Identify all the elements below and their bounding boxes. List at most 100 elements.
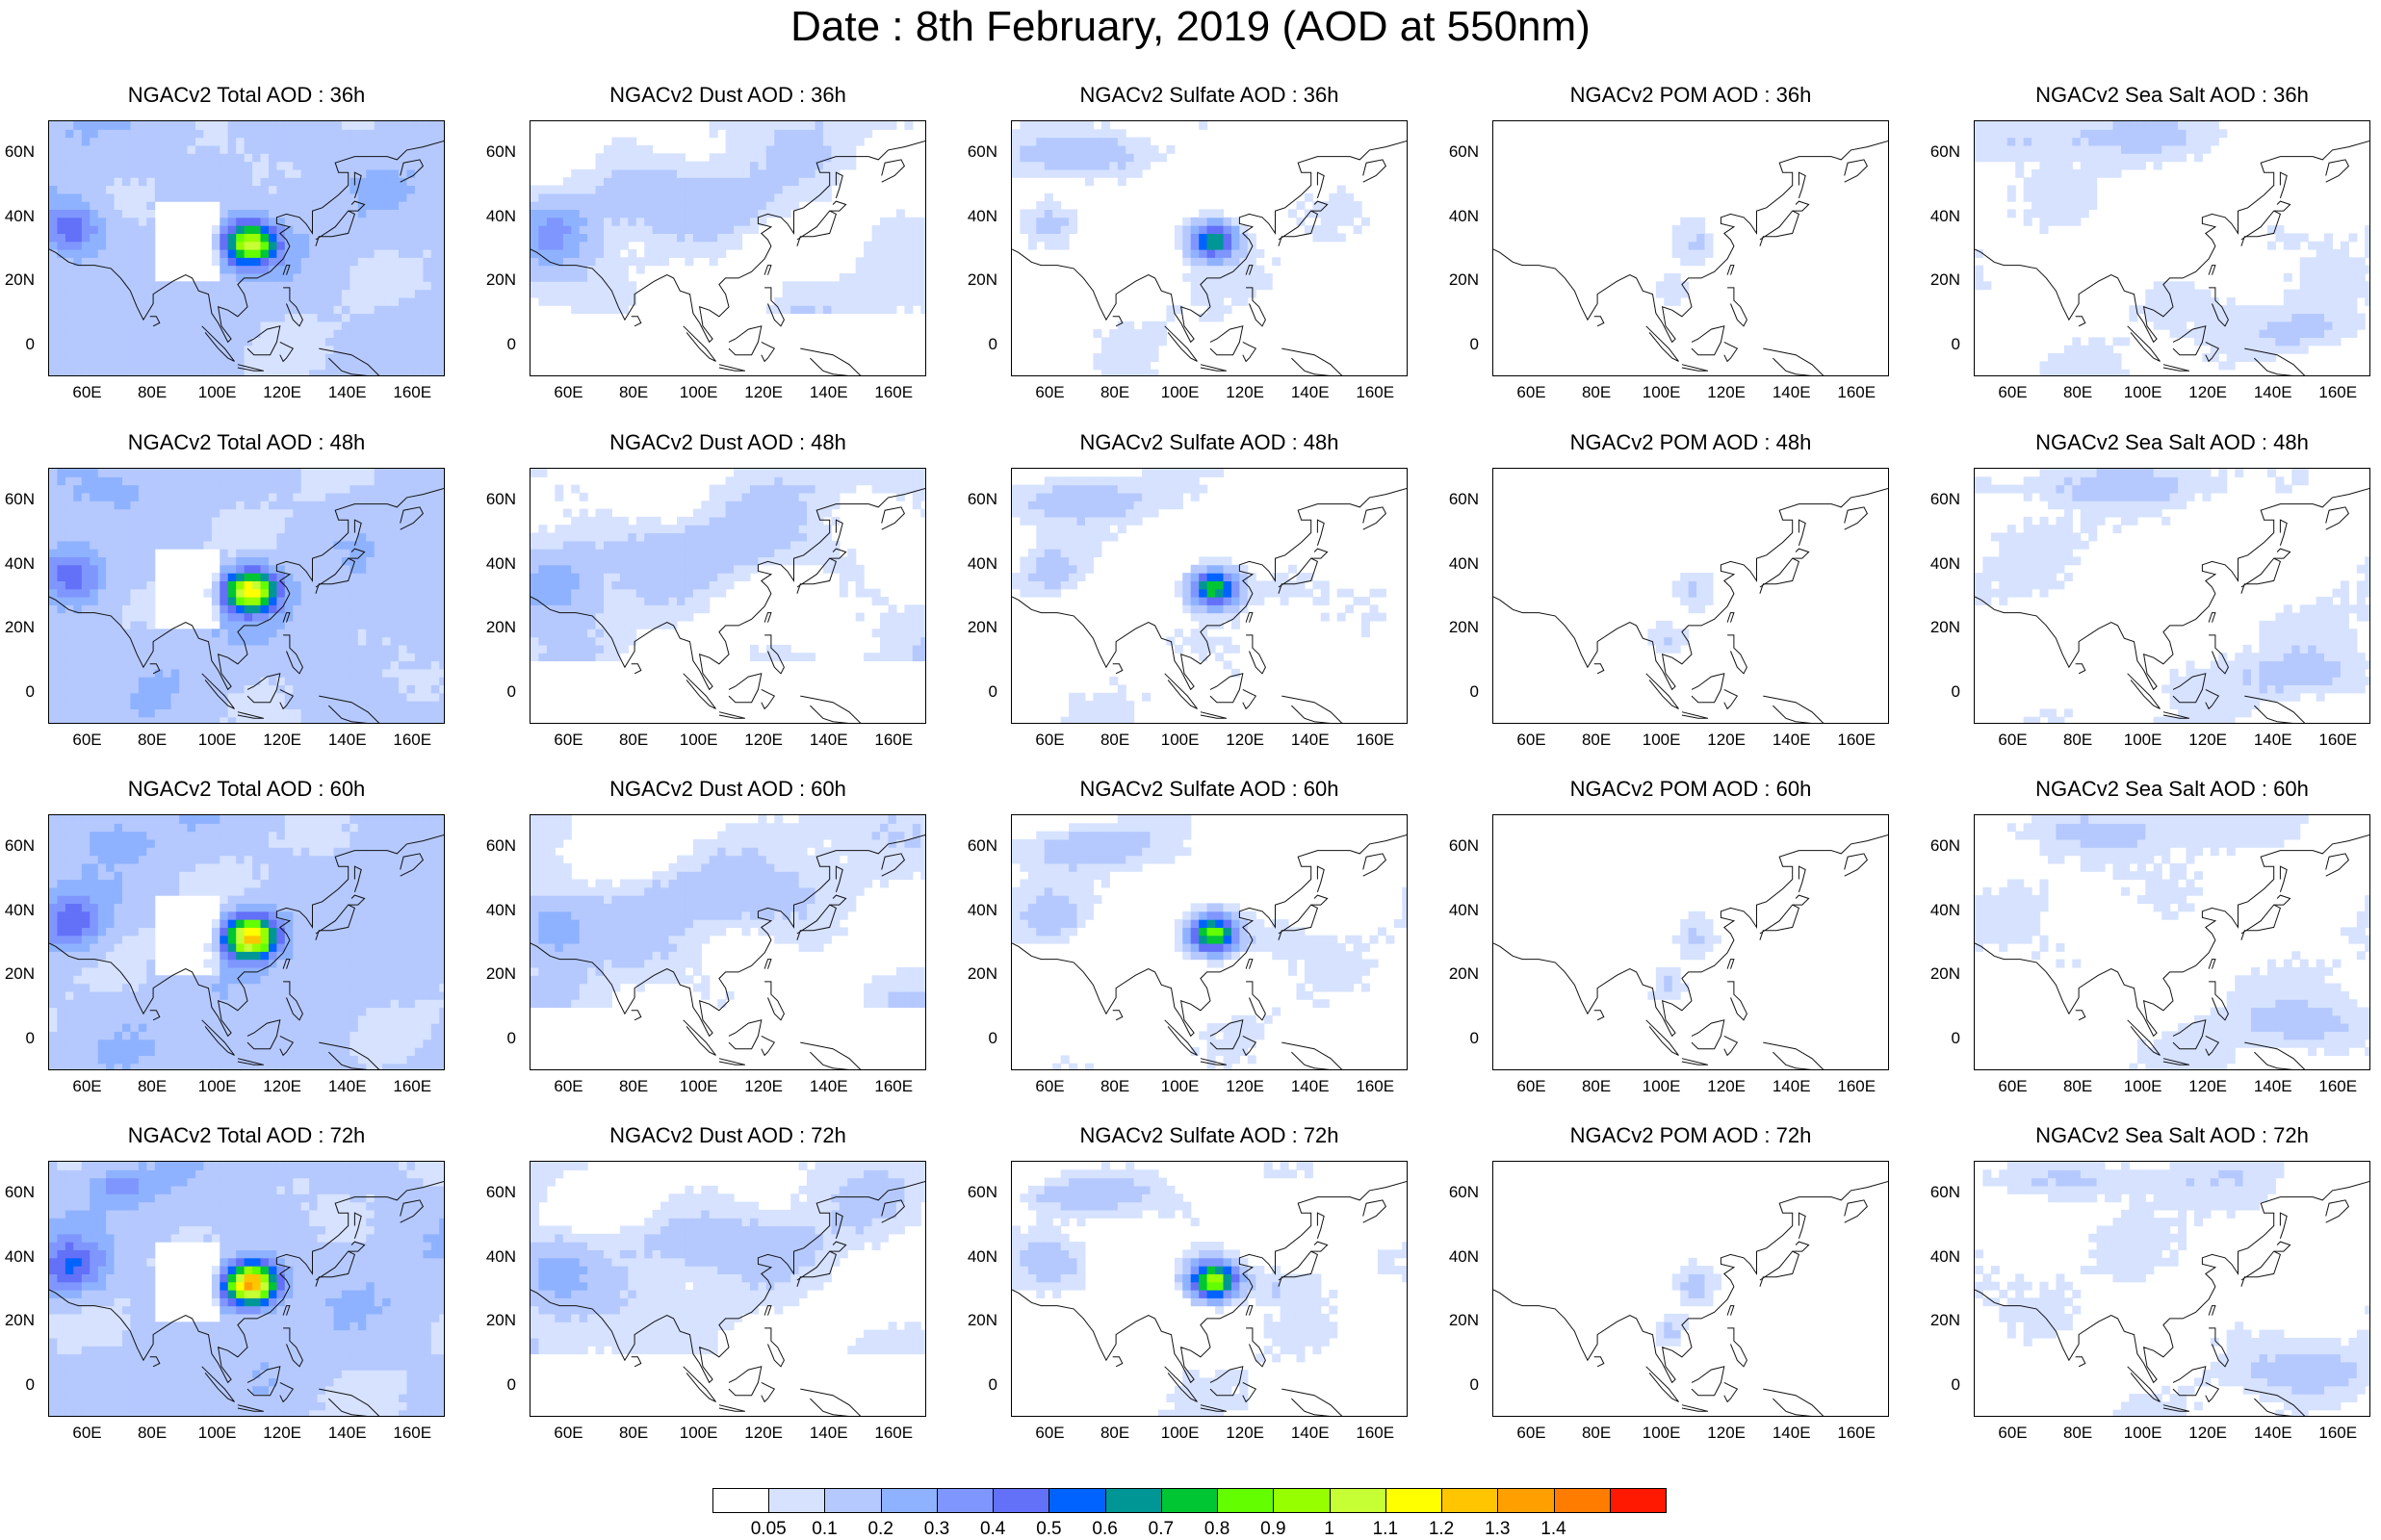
aod-cell: [228, 169, 237, 178]
aod-cell: [580, 533, 588, 542]
aod-cell: [2032, 193, 2040, 202]
aod-cell: [366, 493, 375, 501]
aod-cell: [399, 249, 407, 258]
aod-cell: [179, 645, 188, 654]
aod-cell: [382, 121, 391, 130]
aod-cell: [90, 556, 98, 565]
aod-cell: [98, 225, 107, 234]
aod-cell: [407, 589, 416, 598]
aod-cell: [115, 493, 123, 501]
aod-cell: [2056, 169, 2064, 178]
aod-cell: [439, 186, 445, 194]
aod-cell: [261, 541, 270, 550]
aod-cell: [563, 533, 572, 542]
aod-cell: [188, 701, 196, 709]
aod-cell: [726, 138, 735, 146]
aod-cell: [710, 177, 718, 186]
aod-cell: [547, 281, 556, 290]
aod-cell: [57, 533, 65, 542]
aod-cell: [146, 138, 155, 146]
aod-cell: [301, 669, 310, 678]
aod-cell: [717, 209, 726, 218]
aod-cell: [309, 580, 318, 589]
aod-cell: [115, 273, 123, 282]
aod-cell: [799, 290, 808, 298]
aod-cell: [407, 314, 416, 322]
aod-cell: [423, 353, 431, 362]
aod-cell: [596, 556, 605, 565]
coastline: [1793, 201, 1809, 211]
aod-cell: [171, 517, 180, 526]
aod-cell: [245, 257, 253, 266]
aod-cell: [431, 218, 440, 226]
aod-cell: [245, 121, 253, 130]
aod-cell: [2300, 314, 2309, 322]
aod-cell: [342, 525, 350, 533]
aod-cell: [399, 485, 407, 494]
aod-cell: [587, 589, 596, 598]
aod-cell: [90, 361, 98, 370]
aod-cell: [423, 525, 431, 533]
aod-cell: [555, 193, 563, 202]
aod-cell: [596, 589, 605, 598]
aod-cell: [65, 329, 74, 338]
aod-cell: [1696, 249, 1705, 258]
aod-cell: [880, 249, 889, 258]
aod-cell: [366, 353, 375, 362]
aod-cell: [276, 525, 285, 533]
aod-cell: [669, 218, 678, 226]
aod-cell: [309, 493, 318, 501]
aod-cell: [49, 225, 58, 234]
aod-cell: [57, 273, 65, 282]
coastline: [1594, 317, 1604, 326]
aod-cell: [538, 469, 547, 477]
aod-cell: [382, 476, 391, 485]
aod-cell: [309, 201, 318, 210]
aod-cell: [2365, 297, 2370, 306]
aod-cell: [115, 162, 123, 170]
aod-cell: [155, 138, 164, 146]
aod-cell: [2316, 305, 2325, 314]
aod-cell: [758, 129, 766, 138]
aod-cell: [1142, 361, 1151, 370]
aod-cell: [261, 580, 270, 589]
aod-cell: [799, 193, 808, 202]
aod-cell: [758, 201, 766, 210]
aod-cell: [391, 549, 400, 557]
aod-cell: [587, 177, 596, 186]
aod-cell: [98, 305, 107, 314]
aod-cell: [2267, 321, 2276, 330]
aod-cell: [171, 290, 180, 298]
aod-cell: [358, 169, 367, 178]
aod-cell: [382, 346, 391, 354]
aod-cell: [571, 201, 580, 210]
aod-cell: [82, 621, 91, 629]
aod-cell: [203, 138, 212, 146]
aod-cell: [2284, 273, 2292, 282]
aod-cell: [220, 533, 228, 542]
aod-cell: [1224, 218, 1232, 226]
panel-title: NGACv2 POM AOD : 36h: [1492, 82, 1889, 109]
aod-cell: [212, 297, 220, 306]
aod-cell: [1345, 193, 1354, 202]
aod-cell: [685, 201, 693, 210]
aod-cell: [604, 273, 612, 282]
aod-cell: [439, 346, 445, 354]
aod-cell: [547, 297, 556, 306]
aod-cell: [823, 297, 832, 306]
aod-cell: [90, 517, 98, 526]
aod-cell: [366, 661, 375, 670]
aod-cell: [236, 337, 245, 346]
aod-cell: [139, 281, 147, 290]
aod-cell: [644, 242, 653, 250]
aod-cell: [375, 684, 383, 693]
aod-cell: [677, 177, 686, 186]
aod-cell: [2015, 145, 2024, 154]
aod-cell: [366, 129, 375, 138]
aod-cell: [139, 233, 147, 242]
aod-cell: [1705, 233, 1714, 242]
aod-cell: [2056, 193, 2064, 202]
aod-cell: [2081, 353, 2089, 362]
aod-cell: [276, 162, 285, 170]
aod-cell: [195, 693, 204, 702]
